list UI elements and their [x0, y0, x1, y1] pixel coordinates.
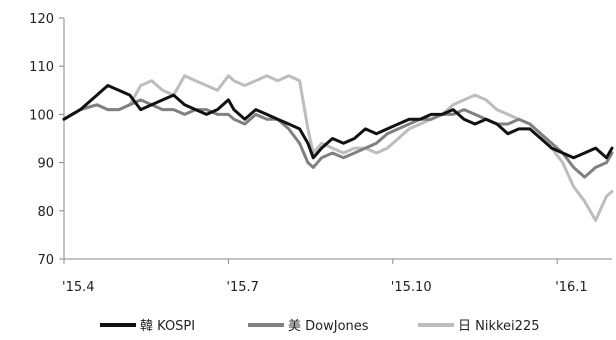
series-line-1 [62, 98, 614, 179]
series-line-0 [62, 84, 614, 160]
x-tick-label: '15.4 [62, 280, 95, 295]
legend-label: 韓 KOSPI [140, 319, 195, 334]
x-tick-label: '16.1 [555, 280, 588, 295]
y-tick-label: 80 [37, 205, 54, 220]
y-tick-label: 90 [37, 157, 54, 172]
legend-label: 美 DowJones [288, 319, 369, 334]
series-layer [62, 74, 614, 222]
axes: 70 80 90 100 110 120 '15.4 '15.7 '15.10 '16.1 [29, 12, 612, 295]
y-tick-label: 120 [29, 12, 54, 27]
x-tick-label: '15.10 [391, 280, 432, 295]
x-tick-label: '15.7 [226, 280, 259, 295]
y-tick-label: 100 [29, 108, 54, 123]
series-line-2 [62, 74, 614, 222]
y-tick-label: 110 [29, 60, 54, 75]
y-tick-label: 70 [37, 253, 54, 268]
legend-label: 日 Nikkei225 [458, 319, 540, 334]
legend: 韓 KOSPI 美 DowJones 日 Nikkei225 [100, 319, 540, 334]
